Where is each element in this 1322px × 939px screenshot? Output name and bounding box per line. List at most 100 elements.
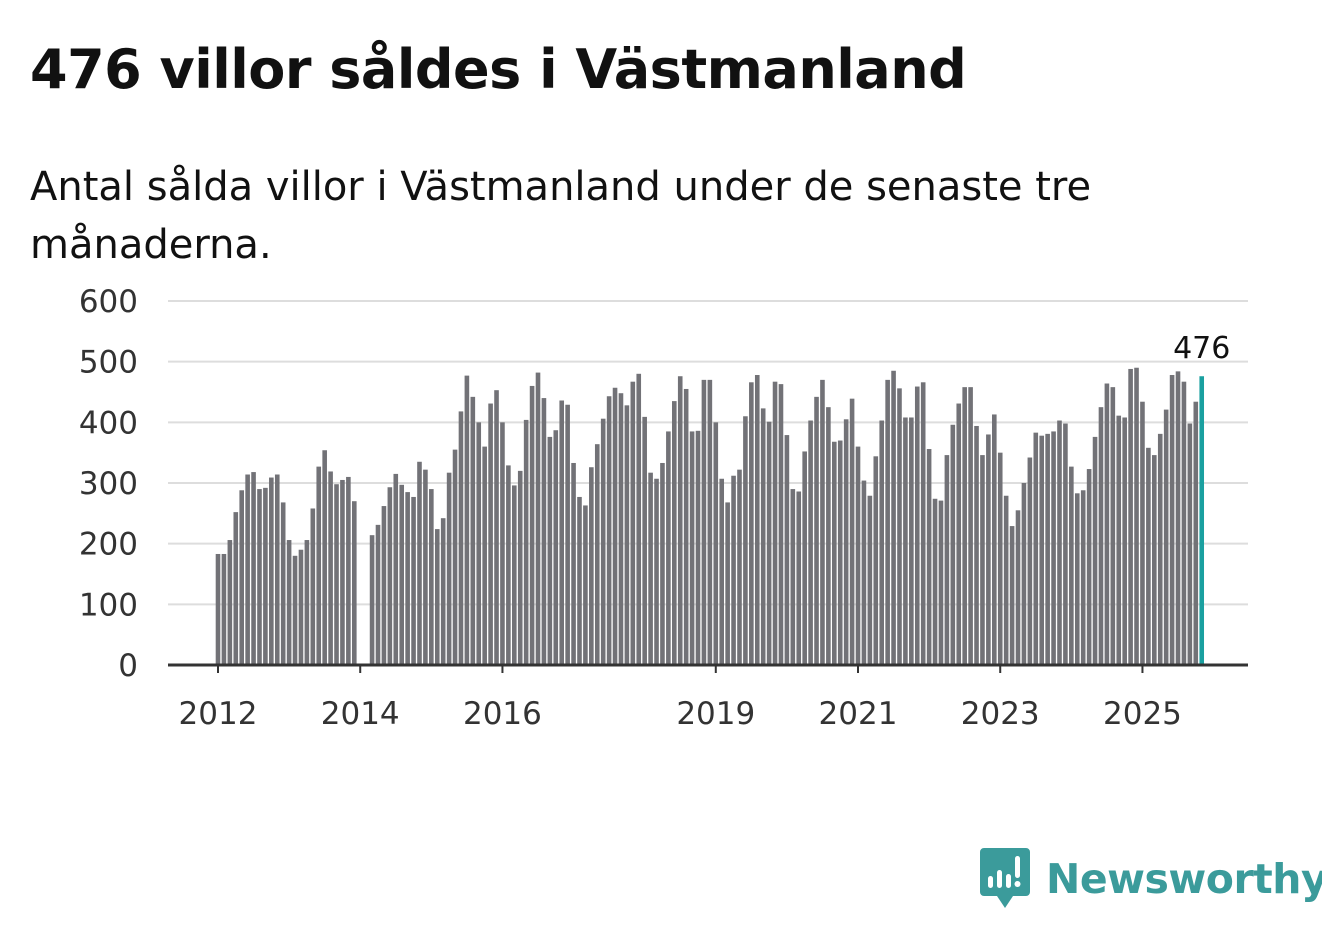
x-tick-label: 2019 xyxy=(676,696,755,732)
bar xyxy=(826,407,831,665)
bar xyxy=(517,470,523,665)
bar xyxy=(790,489,796,665)
bar xyxy=(529,385,535,665)
bar xyxy=(1015,510,1021,665)
bar xyxy=(618,393,624,665)
bar xyxy=(577,496,582,665)
bar xyxy=(274,474,280,665)
bar xyxy=(1003,495,1009,665)
bar xyxy=(257,489,262,665)
bar xyxy=(719,478,725,665)
bar xyxy=(796,491,802,665)
bar xyxy=(221,553,227,665)
bar xyxy=(938,500,944,665)
chart-title: 476 villor såldes i Västmanland xyxy=(30,38,967,101)
bar xyxy=(855,446,861,665)
bar xyxy=(1069,466,1074,665)
bar xyxy=(1098,407,1104,665)
y-tick-label: 300 xyxy=(79,466,138,502)
bar xyxy=(310,508,316,665)
newsworthy-logo-icon xyxy=(980,848,1030,908)
bar xyxy=(1051,431,1056,665)
bar xyxy=(405,492,410,665)
bar xyxy=(464,375,470,665)
bar xyxy=(269,477,274,665)
bar xyxy=(547,436,553,665)
bar xyxy=(997,452,1003,665)
bars xyxy=(215,367,1205,665)
bar xyxy=(292,555,298,665)
bar xyxy=(867,495,873,665)
x-axis: 2012 2014 2016 2019 2021 2023 2025 xyxy=(168,663,1248,732)
bar xyxy=(369,535,375,665)
bar xyxy=(1074,493,1080,665)
bar xyxy=(677,376,683,665)
bar xyxy=(1169,375,1175,665)
bar xyxy=(512,485,517,665)
bar xyxy=(885,379,890,665)
y-tick-label: 500 xyxy=(79,345,138,381)
bar xyxy=(683,388,689,665)
bar xyxy=(701,379,707,665)
bar xyxy=(417,461,422,665)
bar xyxy=(559,400,565,665)
bar xyxy=(541,398,547,665)
bar xyxy=(1110,387,1116,665)
bar-chart: 0 100 200 300 400 500 600 2012 2014 2016 2019 2021… xyxy=(79,284,1248,732)
bar xyxy=(334,484,339,665)
y-tick-label: 600 xyxy=(79,284,138,320)
bar xyxy=(1080,490,1086,665)
annotations: 476 xyxy=(1173,331,1230,366)
bar xyxy=(606,396,612,665)
bar xyxy=(974,425,979,665)
bar xyxy=(654,478,659,665)
bar xyxy=(594,444,600,665)
bar xyxy=(286,540,292,665)
bar xyxy=(1140,401,1145,665)
highlight-value-label: 476 xyxy=(1173,331,1230,366)
bar xyxy=(411,496,416,665)
bar xyxy=(316,466,322,665)
bar xyxy=(1092,436,1098,665)
bar xyxy=(766,421,772,665)
bar xyxy=(399,484,405,665)
bar xyxy=(950,424,956,665)
bar xyxy=(713,422,719,665)
bar xyxy=(914,386,920,665)
bar xyxy=(351,501,357,665)
x-tick-label: 2014 xyxy=(321,696,400,732)
bar xyxy=(1128,368,1133,665)
bar xyxy=(1039,435,1045,665)
bar xyxy=(1045,433,1050,665)
bar xyxy=(1134,367,1139,665)
bar xyxy=(589,467,594,665)
bar xyxy=(642,416,647,665)
bar xyxy=(843,419,849,665)
bar xyxy=(233,512,239,665)
bar xyxy=(1027,457,1033,665)
bar xyxy=(571,462,576,665)
y-axis-labels: 0 100 200 300 400 500 600 xyxy=(79,284,138,684)
bar xyxy=(737,469,742,665)
bar xyxy=(375,524,381,665)
bar xyxy=(1116,415,1122,665)
bar xyxy=(1021,483,1027,665)
x-tick-label: 2025 xyxy=(1103,696,1182,732)
bar xyxy=(944,455,950,665)
bar xyxy=(891,370,896,665)
bar xyxy=(802,451,807,665)
bar xyxy=(1193,401,1199,665)
bar xyxy=(897,388,902,665)
bar xyxy=(500,422,505,665)
bar xyxy=(1163,409,1169,665)
bar xyxy=(215,553,221,665)
bar xyxy=(387,487,393,665)
bar xyxy=(1175,371,1181,665)
bar xyxy=(1063,423,1068,665)
x-tick-label: 2016 xyxy=(463,696,542,732)
bar xyxy=(837,440,843,665)
bar xyxy=(636,373,642,665)
bar xyxy=(660,462,665,665)
bar xyxy=(1152,455,1157,665)
bar xyxy=(725,502,730,665)
